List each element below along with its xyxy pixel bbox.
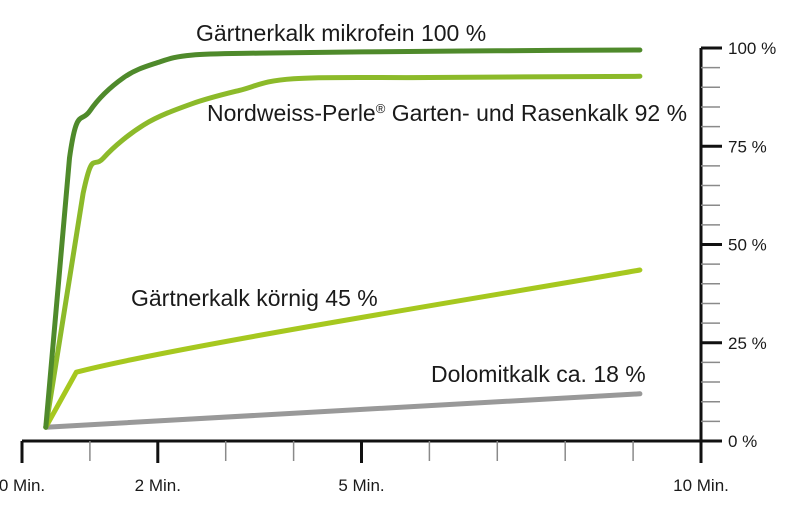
series-line-dolomitkalk (43, 391, 643, 430)
x-tick-label-0: 0 Min. (0, 476, 45, 495)
series-line-mikrofein (43, 47, 643, 430)
x-tick-label-2: 5 Min. (338, 476, 384, 495)
y-tick-label-4: 100 % (728, 39, 776, 58)
series-line-koernig (43, 267, 643, 430)
y-tick-label-3: 75 % (728, 137, 767, 156)
x-tick-label-1: 2 Min. (135, 476, 181, 495)
series-label-nordweiss-perle-suffix: Garten- und Rasenkalk 92 % (385, 100, 687, 126)
y-tick-label-1: 25 % (728, 334, 767, 353)
series-label-dolomitkalk: Dolomitkalk ca. 18 % (431, 361, 646, 387)
series-labels: Gärtnerkalk mikrofein 100 % Nordweiss-Pe… (131, 20, 687, 387)
ticks: 0 Min. 2 Min. 5 Min. 10 Min. 0 % 25 % 50 % 75 %… (0, 39, 776, 495)
series-label-mikrofein: Gärtnerkalk mikrofein 100 % (196, 20, 486, 46)
series-line-nordweiss-perle (43, 73, 643, 430)
series-lines (43, 47, 643, 430)
y-tick-label-0: 0 % (728, 432, 757, 451)
y-tick-label-2: 50 % (728, 236, 767, 255)
x-tick-label-3: 10 Min. (673, 476, 729, 495)
series-label-nordweiss-perle-name: Nordweiss-Perle (207, 100, 376, 126)
series-label-nordweiss-perle: Nordweiss-Perle® Garten- und Rasenkalk 9… (207, 100, 687, 126)
series-label-koernig: Gärtnerkalk körnig 45 % (131, 285, 378, 311)
registered-mark: ® (376, 101, 386, 116)
